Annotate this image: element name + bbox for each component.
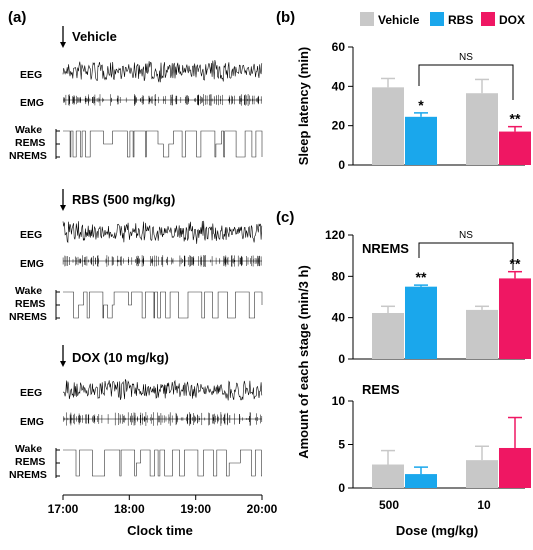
comparison-bracket bbox=[418, 64, 514, 100]
eeg-trace bbox=[62, 59, 263, 83]
legend-swatch-rbs bbox=[430, 12, 444, 26]
c-y-axis-title: Amount of each stage (min/3 h) bbox=[296, 265, 311, 459]
recording-traces bbox=[55, 220, 263, 320]
significance-marker: ** bbox=[416, 269, 427, 285]
y-tick-label: 120 bbox=[325, 228, 345, 242]
state-wake-label: Wake bbox=[15, 443, 42, 455]
state-nrems-label: NREMS bbox=[9, 311, 47, 323]
significance-marker: ** bbox=[510, 111, 521, 127]
comparison-label: NS bbox=[459, 230, 473, 241]
comparison-bracket bbox=[418, 242, 514, 270]
y-tick-label: 5 bbox=[338, 438, 345, 452]
recording-vehicle: Vehicle EEG EMG Wake REMS NREMS bbox=[9, 26, 117, 162]
trace-layer bbox=[55, 59, 263, 478]
recording-dox: DOX (10 mg/kg) EEG EMG Wake REMS NREMS bbox=[9, 345, 169, 481]
eeg-label: EEG bbox=[20, 69, 42, 81]
eeg-label: EEG bbox=[20, 387, 42, 399]
state-rems-label: REMS bbox=[15, 456, 45, 468]
rems-subtitle: REMS bbox=[362, 382, 400, 397]
bar bbox=[405, 116, 437, 165]
state-nrems-label: NREMS bbox=[9, 469, 47, 481]
y-tick-label: 0 bbox=[338, 352, 345, 366]
recording-traces bbox=[55, 379, 263, 478]
nrems-subtitle: NREMS bbox=[362, 241, 409, 256]
hypnogram-trace bbox=[63, 130, 263, 158]
eeg-trace bbox=[62, 379, 263, 401]
y-tick-label: 40 bbox=[332, 79, 346, 93]
x-axis-title: Dose (mg/kg) bbox=[396, 523, 478, 538]
time-tick-label: 17:00 bbox=[48, 502, 79, 516]
hypnogram-trace bbox=[63, 291, 263, 319]
bar bbox=[499, 447, 531, 488]
y-tick-label: 10 bbox=[332, 394, 346, 408]
legend-label-vehicle: Vehicle bbox=[378, 13, 420, 27]
bar bbox=[405, 286, 437, 359]
bar bbox=[466, 309, 498, 359]
y-tick-label: 80 bbox=[332, 269, 346, 283]
bar bbox=[372, 464, 404, 488]
y-tick-label: 0 bbox=[338, 481, 345, 495]
eeg-trace bbox=[62, 220, 263, 244]
bar-chart: 0 40 80 120 ** ** NS bbox=[325, 228, 531, 366]
time-tick-label: 20:00 bbox=[247, 502, 278, 516]
significance-marker: * bbox=[418, 97, 424, 113]
bar bbox=[372, 313, 404, 359]
emg-label: EMG bbox=[20, 97, 44, 109]
time-tick-label: 19:00 bbox=[180, 502, 211, 516]
bar bbox=[372, 87, 404, 165]
emg-label: EMG bbox=[20, 416, 44, 428]
legend-label-rbs: RBS bbox=[448, 13, 473, 27]
time-axis-title: Clock time bbox=[127, 523, 193, 538]
hypnogram-trace bbox=[63, 449, 262, 477]
recording-title: RBS (500 mg/kg) bbox=[72, 192, 175, 207]
state-wake-label: Wake bbox=[15, 124, 42, 136]
recording-rbs: RBS (500 mg/kg) EEG EMG Wake REMS NREMS bbox=[9, 189, 175, 323]
bar bbox=[405, 474, 437, 488]
comparison-label: NS bbox=[459, 52, 473, 63]
legend-swatch-dox bbox=[481, 12, 495, 26]
y-tick-label: 60 bbox=[332, 40, 346, 54]
recording-title: DOX (10 mg/kg) bbox=[72, 350, 169, 365]
state-nrems-label: NREMS bbox=[9, 150, 47, 162]
significance-marker: ** bbox=[510, 256, 521, 272]
bar bbox=[499, 278, 531, 359]
bar-chart: 0 5 10 bbox=[332, 394, 531, 495]
emg-trace bbox=[63, 412, 263, 426]
x-category-label: 500 bbox=[379, 498, 399, 512]
y-tick-label: 40 bbox=[332, 311, 346, 325]
panel-b-label: (b) bbox=[276, 9, 295, 26]
b-y-axis-title: Sleep latency (min) bbox=[296, 47, 311, 165]
time-axis: 17:00 18:00 19:00 20:00 Clock time bbox=[48, 494, 278, 538]
bar bbox=[466, 93, 498, 165]
bar bbox=[499, 131, 531, 165]
recording-title: Vehicle bbox=[72, 29, 117, 44]
panel-a-label: (a) bbox=[8, 9, 26, 26]
emg-label: EMG bbox=[20, 258, 44, 270]
y-tick-label: 0 bbox=[338, 158, 345, 172]
recording-traces bbox=[55, 59, 263, 159]
emg-trace bbox=[63, 94, 262, 106]
state-rems-label: REMS bbox=[15, 298, 45, 310]
time-tick-label: 18:00 bbox=[114, 502, 145, 516]
eeg-label: EEG bbox=[20, 229, 42, 241]
panel-c-label: (c) bbox=[276, 209, 294, 226]
y-tick-label: 20 bbox=[332, 119, 346, 133]
legend: Vehicle RBS DOX bbox=[360, 12, 525, 27]
bar bbox=[466, 460, 498, 488]
state-rems-label: REMS bbox=[15, 137, 45, 149]
legend-label-dox: DOX bbox=[499, 13, 525, 27]
x-category-label: 10 bbox=[477, 498, 491, 512]
legend-swatch-vehicle bbox=[360, 12, 374, 26]
emg-trace bbox=[62, 255, 262, 267]
state-wake-label: Wake bbox=[15, 285, 42, 297]
